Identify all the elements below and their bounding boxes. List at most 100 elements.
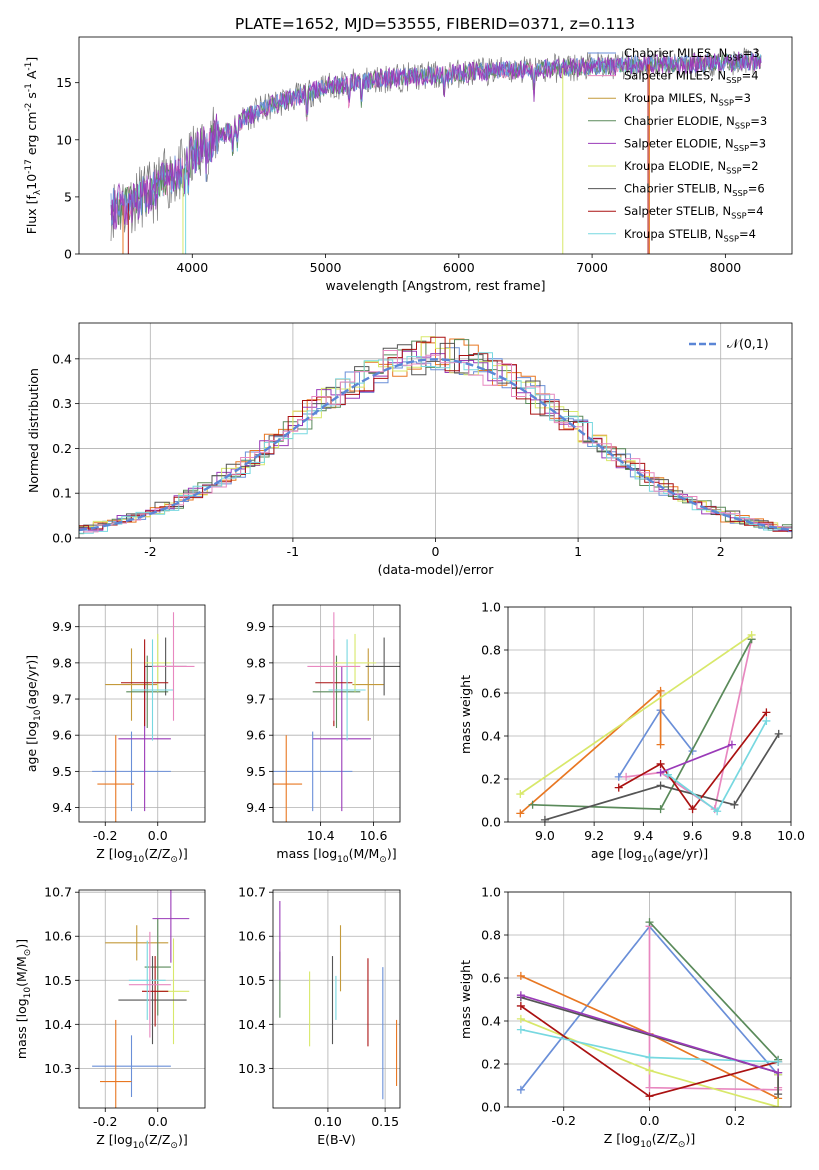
y-tick-label: 10.5 — [238, 973, 266, 988]
x-tick-label: -2 — [144, 544, 156, 559]
y-axis-label: Normed distribution — [26, 368, 41, 493]
plot-area — [92, 612, 195, 822]
y-tick-label: 9.8 — [52, 655, 72, 670]
x-axis-label: Z [log10​(Z/Z⊙​)] — [604, 1131, 695, 1150]
y-tick-label: 9.8 — [246, 655, 266, 670]
x-tick-label: 5000 — [310, 260, 342, 275]
y-tick-label: 1.0 — [481, 600, 501, 615]
weight-marker — [516, 1085, 525, 1094]
y-tick-label: 9.5 — [246, 764, 266, 779]
weight-marker — [663, 770, 672, 779]
x-tick-label: -0.2 — [552, 1113, 576, 1128]
y-tick-label: 0.8 — [481, 643, 501, 658]
y-tick-label: 9.6 — [246, 728, 266, 743]
plot-area — [92, 890, 190, 1108]
axes-frame — [78, 604, 206, 823]
x-tick-label: -0.2 — [93, 1114, 117, 1129]
x-axis-label: wavelength [Angstrom, rest frame] — [325, 278, 545, 293]
x-tick-label: 0 — [432, 544, 440, 559]
axes-frame — [272, 604, 401, 823]
weight-marker — [713, 807, 722, 816]
plot-area — [110, 47, 762, 254]
weight-marker — [774, 1103, 783, 1107]
y-tick-label: 10.3 — [44, 1061, 72, 1076]
y-tick-label: 15 — [56, 75, 72, 90]
y-tick-label: 10 — [56, 132, 72, 147]
panel-mass-weight-vs-metallicity: -0.2 0.0 0.2 0.0 0.2 0.4 0.6 0.8 1.0 Z [log10​(Z/… — [458, 885, 792, 1150]
panel-mass-weight-vs-age: 9.0 9.2 9.4 9.6 9.8 10.0 0.0 0.2 0.4 0.6 0.8 1.0 age… — [458, 600, 805, 865]
legend-entry: Salpeter MILES, NSSP​=4 — [624, 69, 759, 85]
legend-entry: Chabrier ELODIE, NSSP​=3 — [624, 114, 767, 130]
plot-area — [79, 336, 792, 535]
y-tick-label: 0 — [64, 247, 72, 262]
figure-title: PLATE=1652, MJD=53555, FIBERID=0371, z=0… — [235, 15, 635, 33]
y-tick-label: 0.4 — [481, 1014, 501, 1029]
weight-marker — [614, 783, 623, 792]
weight-marker — [645, 1092, 654, 1101]
y-tick-label: 9.6 — [52, 728, 72, 743]
x-axis-label: Z [log10​(Z/Z⊙​)] — [96, 846, 187, 865]
weight-series-line — [519, 689, 662, 815]
y-tick-label: 0.1 — [52, 486, 72, 501]
weight-marker — [762, 716, 771, 725]
weight-marker — [747, 630, 756, 639]
axes-frame — [507, 891, 792, 1108]
panel-age-vs-mass: 10.4 10.6 9.4 9.5 9.6 9.7 9.8 9.9 mass [log10​(M… — [246, 604, 401, 865]
y-axis-label: mass weight — [458, 960, 473, 1039]
weight-marker — [727, 740, 736, 749]
panel-mass-vs-metallicity: -0.2 0.0 10.3 10.4 10.5 10.6 10.7 Z [log10​(Z/Z… — [14, 885, 206, 1151]
y-tick-label: 9.7 — [246, 692, 266, 707]
weight-marker — [516, 809, 525, 818]
x-tick-label: 10.6 — [360, 828, 388, 843]
weight-marker — [730, 800, 739, 809]
y-tick-label: 9.7 — [52, 692, 72, 707]
y-tick-label: 0.6 — [481, 971, 501, 986]
x-tick-label: 9.6 — [683, 828, 703, 843]
weight-series-line — [532, 638, 753, 810]
y-tick-label: 0.8 — [481, 928, 501, 943]
legend-entry: Kroupa MILES, NSSP​=3 — [624, 91, 751, 107]
y-tick-label: 0.4 — [52, 351, 72, 366]
weight-marker — [656, 805, 665, 814]
y-tick-label: 0.0 — [52, 531, 72, 546]
weight-marker — [516, 991, 525, 1000]
plot-area — [279, 901, 398, 1100]
y-tick-label: 0.3 — [52, 396, 72, 411]
x-tick-label: 4000 — [176, 260, 208, 275]
panel-age-vs-metallicity: -0.2 0.0 9.4 9.5 9.6 9.7 9.8 9.9 Z [log10​(Z/Z⊙​… — [24, 604, 206, 865]
x-tick-label: 10.4 — [307, 828, 335, 843]
weight-marker — [645, 1053, 654, 1062]
weight-marker — [614, 772, 623, 781]
legend-entry: Chabrier STELIB, NSSP​=6 — [624, 182, 765, 198]
x-tick-label: 0.10 — [314, 1114, 342, 1129]
y-tick-label: 10.7 — [238, 885, 266, 900]
axes-frame — [78, 36, 793, 255]
weight-marker — [622, 772, 631, 781]
weight-marker — [516, 1014, 525, 1023]
x-tick-label: 9.4 — [633, 828, 653, 843]
weight-marker — [774, 1068, 783, 1077]
x-tick-label: 8000 — [709, 260, 741, 275]
panel-mass-vs-ebv: 0.10 0.15 10.3 10.4 10.5 10.6 10.7 E(B-V) — [238, 885, 401, 1147]
x-axis-label: E(B-V) — [317, 1132, 356, 1147]
x-tick-label: 7000 — [576, 260, 608, 275]
y-tick-label: 10.5 — [44, 973, 72, 988]
y-axis-label: Flux [fλ​10-17​ erg cm-2​ s-1​ A-1​] — [24, 57, 43, 235]
axes-frame — [507, 606, 792, 823]
y-tick-label: 10.4 — [44, 1017, 72, 1032]
weight-marker — [656, 781, 665, 790]
x-tick-label: 0.15 — [371, 1114, 399, 1129]
weight-series-line — [625, 639, 753, 811]
x-tick-label: 9.8 — [732, 828, 752, 843]
x-axis-label: age [log10​(age/yr)] — [591, 846, 708, 865]
residual-histogram — [79, 339, 792, 535]
x-axis-label: mass [log10​(M/M⊙​)] — [276, 846, 396, 865]
y-tick-label: 0.2 — [52, 441, 72, 456]
weight-series-line — [520, 994, 779, 1074]
spectrum-model-line — [110, 51, 762, 230]
y-axis-label: mass weight — [458, 675, 473, 754]
weight-marker — [774, 729, 783, 738]
weight-marker — [516, 1025, 525, 1034]
plot-area — [516, 918, 783, 1107]
y-tick-label: 0.4 — [481, 729, 501, 744]
